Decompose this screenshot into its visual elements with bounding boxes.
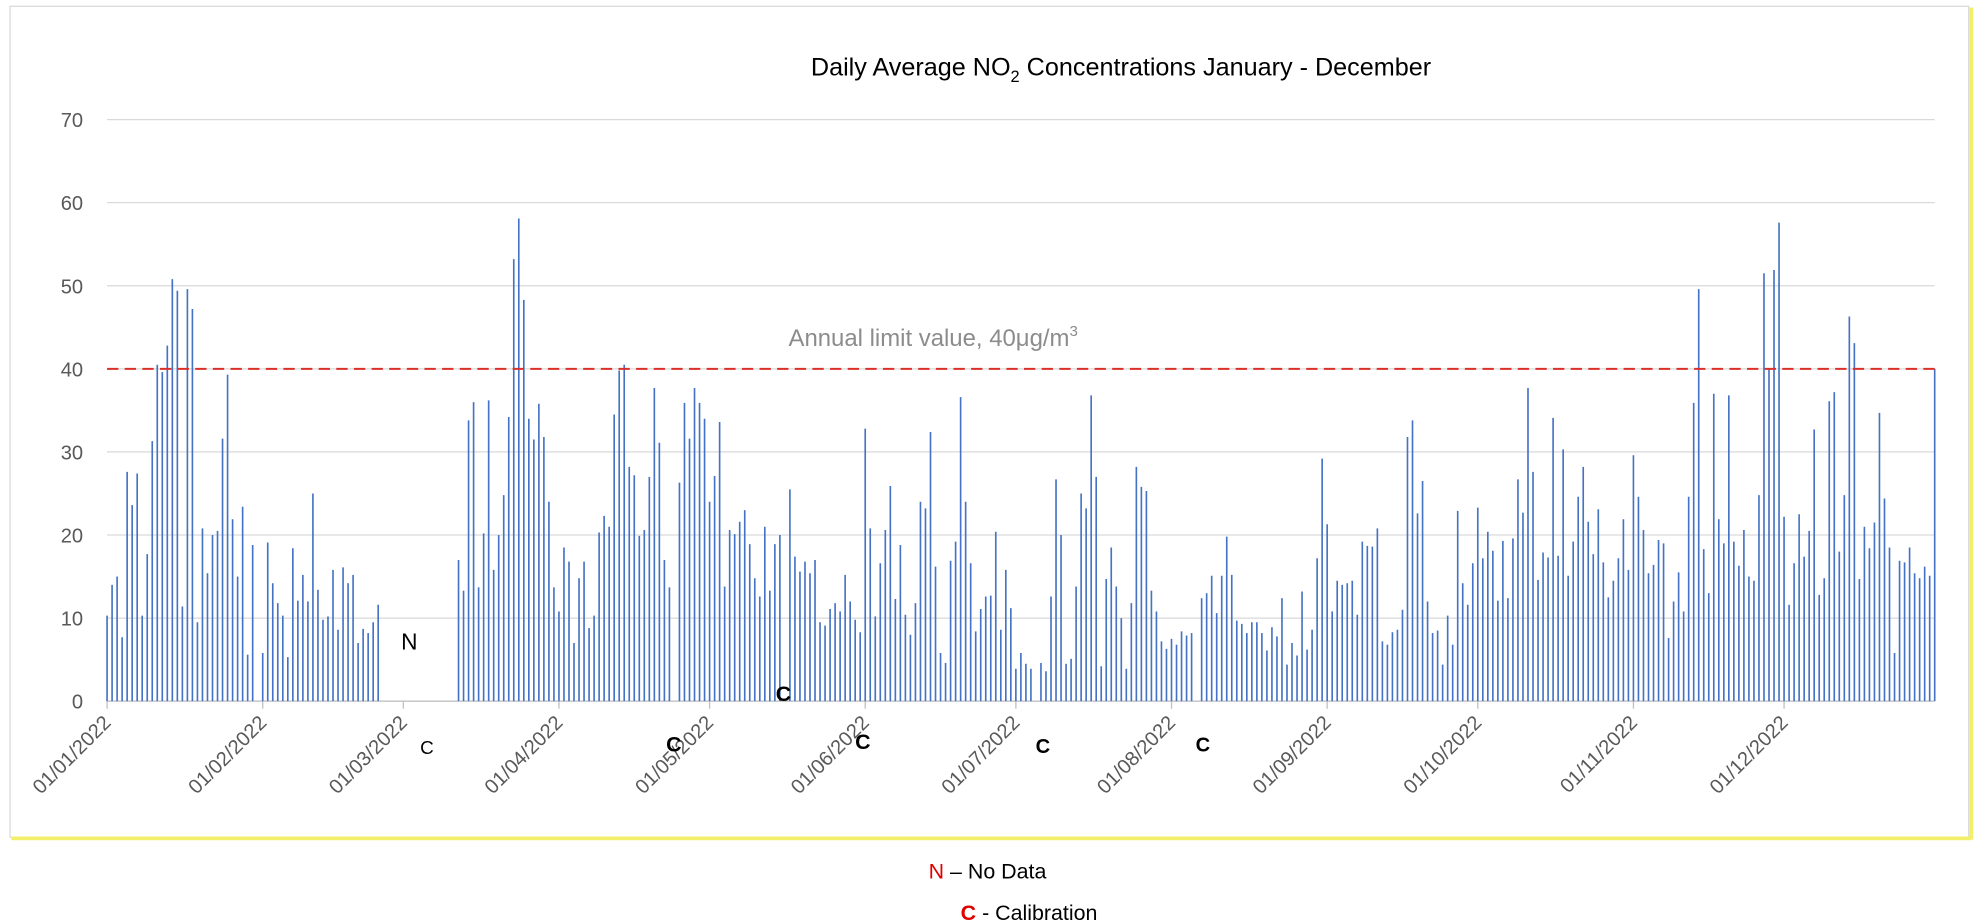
y-tick-label: 70 — [61, 110, 83, 132]
title-part: Daily Average NO — [811, 54, 1011, 82]
title-part: Concentrations January - December — [1020, 54, 1431, 82]
y-tick-label: 20 — [61, 526, 83, 548]
y-tick-label: 40 — [61, 359, 83, 381]
annotation: N — [401, 629, 417, 655]
y-tick-label: 60 — [61, 193, 83, 215]
limit-label-superscript: 3 — [1069, 323, 1077, 340]
chart-frame — [9, 5, 1970, 838]
y-tick-label: 0 — [72, 692, 83, 714]
annotation: C — [666, 733, 681, 757]
y-tick-label: 30 — [61, 442, 83, 464]
y-tick-label: 10 — [61, 609, 83, 631]
legend-entry: N – No Data — [929, 860, 1047, 884]
annotation: C — [855, 730, 870, 754]
annotation: C — [1036, 736, 1051, 758]
legend-symbol: N — [929, 860, 944, 884]
annotation: C — [420, 738, 434, 759]
legend-text: - Calibration — [976, 901, 1097, 924]
y-tick-label: 50 — [61, 276, 83, 298]
chart-title: Daily Average NO2 Concentrations January… — [811, 54, 1431, 86]
title-subscript: 2 — [1011, 68, 1020, 86]
annotation: C — [776, 682, 791, 706]
legend-symbol: C — [961, 901, 976, 924]
limit-label-part: Annual limit value, 40μg/m — [788, 325, 1069, 352]
legend-entry: C - Calibration — [961, 901, 1098, 924]
annotation: C — [1196, 735, 1211, 757]
limit-label: Annual limit value, 40μg/m3 — [788, 323, 1077, 352]
legend-text: – No Data — [944, 860, 1046, 884]
